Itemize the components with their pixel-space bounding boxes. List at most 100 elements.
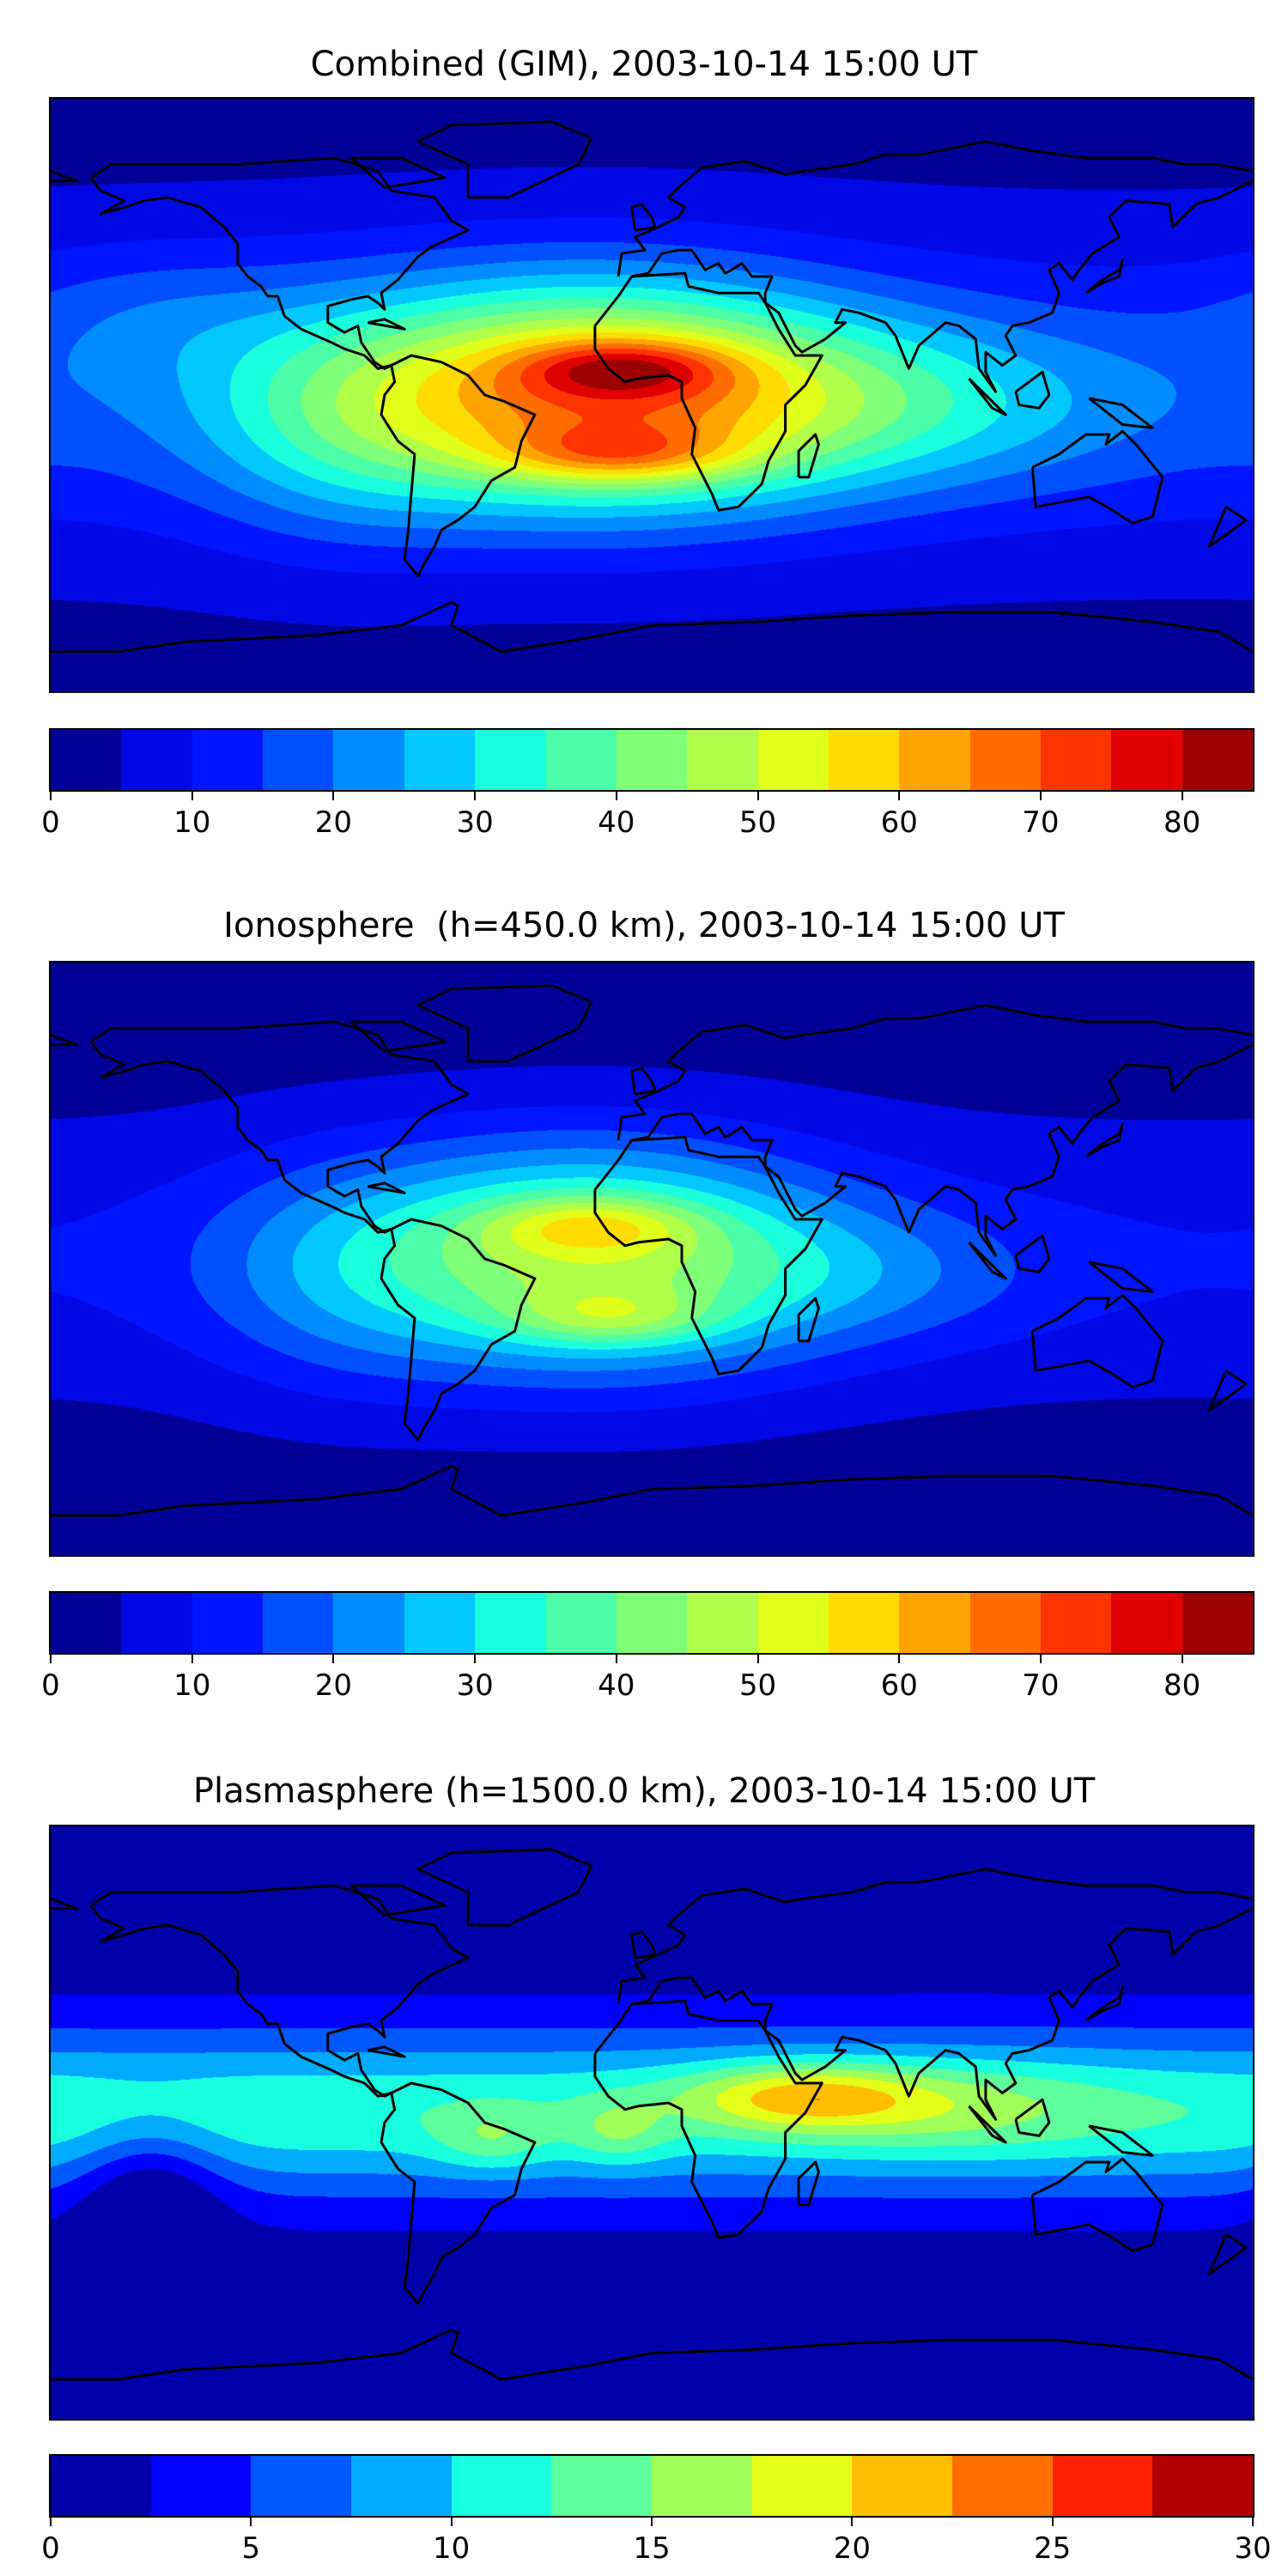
colorbar-segment xyxy=(899,1593,970,1653)
colorbar-segment xyxy=(1052,2456,1153,2516)
colorbar-segment xyxy=(952,2456,1053,2516)
colorbar-segment xyxy=(1041,1593,1112,1653)
coastline-north-america xyxy=(89,1884,470,2098)
colorbar-segment xyxy=(191,1593,264,1653)
coastline-uk xyxy=(630,203,657,232)
coastline-eurasia xyxy=(617,1004,1253,1141)
colorbar-tick xyxy=(191,1653,193,1663)
coastline-new-zealand xyxy=(1207,1370,1248,1412)
coastlines xyxy=(51,984,1253,1517)
colorbar-tick xyxy=(332,790,335,800)
colorbar-tick-label: 10 xyxy=(433,2531,471,2566)
colorbar-tick-label: 30 xyxy=(456,1668,494,1703)
colorbar-segment xyxy=(475,730,546,790)
colorbar-segment xyxy=(333,730,404,790)
colorbar-segment xyxy=(1152,2456,1254,2516)
coastline-greenland xyxy=(416,984,593,1063)
coastline-australia xyxy=(1030,429,1164,525)
coastline-eurasia xyxy=(617,140,1253,277)
coastline-new-guinea xyxy=(1088,1261,1154,1293)
colorbar-tick-label: 50 xyxy=(738,805,777,840)
colorbar-segment xyxy=(251,2456,352,2516)
coastline-north-america xyxy=(89,1020,470,1234)
coastline-borneo xyxy=(1014,370,1051,410)
colorbar-segment xyxy=(121,1593,192,1653)
coastline-africa xyxy=(593,271,823,512)
colorbar-tick-label: 60 xyxy=(880,805,918,840)
contour-field xyxy=(51,1826,1253,2419)
colorbar-tick-label: 70 xyxy=(1022,805,1060,840)
colorbar-segment xyxy=(51,730,122,790)
colorbar-tick xyxy=(615,1653,617,1663)
colorbar-tick xyxy=(756,1653,759,1663)
coastlines xyxy=(51,120,1253,653)
colorbar-tick xyxy=(1039,790,1042,800)
colorbar-segment xyxy=(652,2456,752,2516)
colorbar-tick-label: 80 xyxy=(1163,805,1201,840)
colorbar xyxy=(49,1591,1255,1655)
colorbar-tick-label: 15 xyxy=(633,2531,671,2566)
colorbar-tick-label: 20 xyxy=(314,805,353,840)
coastline-japan xyxy=(1084,258,1124,295)
colorbar-segment xyxy=(899,730,970,790)
coastline-sumatra xyxy=(968,1241,1007,1280)
colorbar-tick xyxy=(1181,1653,1183,1663)
colorbar-segment xyxy=(191,730,264,790)
coastline-south-america xyxy=(380,354,537,578)
contour-field xyxy=(51,963,1253,1555)
colorbar-segment xyxy=(121,730,192,790)
colorbar-tick xyxy=(474,1653,477,1663)
colorbar-segment xyxy=(404,730,476,790)
colorbar-tick-label: 40 xyxy=(598,1668,635,1703)
coastlines xyxy=(51,1848,1253,2381)
coastline-baffin xyxy=(349,156,447,189)
colorbar-segment xyxy=(687,1593,758,1653)
colorbar-tick xyxy=(191,790,193,800)
colorbar-tick-label: 40 xyxy=(598,805,635,840)
coastline-chukotka xyxy=(51,1033,79,1047)
colorbar-tick xyxy=(474,790,477,800)
colorbar-tick xyxy=(50,790,52,800)
chart-title: Plasmasphere (h=1500.0 km), 2003-10-14 1… xyxy=(192,1771,1096,1811)
coastline-chukotka xyxy=(51,169,79,183)
colorbar-tick xyxy=(651,2516,653,2526)
coastline-eurasia-east xyxy=(631,1043,1253,1257)
coastline-madagascar xyxy=(797,1297,820,1343)
coastline-new-zealand xyxy=(1207,506,1248,548)
coastline-chukotka xyxy=(51,1897,79,1911)
colorbar-tick xyxy=(898,790,901,800)
colorbar-tick-label: 20 xyxy=(314,1668,353,1703)
coastline-africa xyxy=(593,1999,823,2239)
tec-map-combined xyxy=(49,97,1255,693)
coastline-australia xyxy=(1030,1293,1164,1388)
colorbar-segment xyxy=(616,730,688,790)
coastline-cuba xyxy=(368,318,406,331)
coastline-sumatra xyxy=(968,377,1007,416)
colorbar-tick xyxy=(250,2516,252,2526)
colorbar-tick xyxy=(450,2516,453,2526)
colorbar-tick xyxy=(1181,790,1183,800)
colorbar-segment xyxy=(1182,730,1254,790)
colorbar-tick xyxy=(1252,2516,1254,2526)
colorbar-segment xyxy=(969,730,1042,790)
colorbar-segment xyxy=(751,2456,853,2516)
colorbar-tick xyxy=(1039,1653,1042,1663)
colorbar-segment xyxy=(51,1593,122,1653)
colorbar-tick-label: 25 xyxy=(1034,2531,1072,2566)
colorbar-segment xyxy=(757,730,829,790)
colorbar-tick-label: 0 xyxy=(41,1668,60,1703)
coastline-new-guinea xyxy=(1088,397,1154,429)
coastline-australia xyxy=(1030,2157,1164,2252)
colorbar-segment xyxy=(51,2456,151,2516)
coastline-greenland xyxy=(416,120,593,199)
colorbar-tick xyxy=(1051,2516,1054,2526)
colorbar-tick-label: 30 xyxy=(456,805,494,840)
colorbar-tick-label: 0 xyxy=(41,805,60,840)
colorbar-segment xyxy=(404,1593,476,1653)
colorbar-tick-label: 20 xyxy=(833,2531,871,2566)
coastline-north-america xyxy=(89,156,470,370)
coastline-sumatra xyxy=(968,2105,1007,2144)
colorbar-tick-label: 30 xyxy=(1234,2531,1272,2566)
colorbar-segment xyxy=(852,2456,953,2516)
colorbar-segment xyxy=(828,730,900,790)
